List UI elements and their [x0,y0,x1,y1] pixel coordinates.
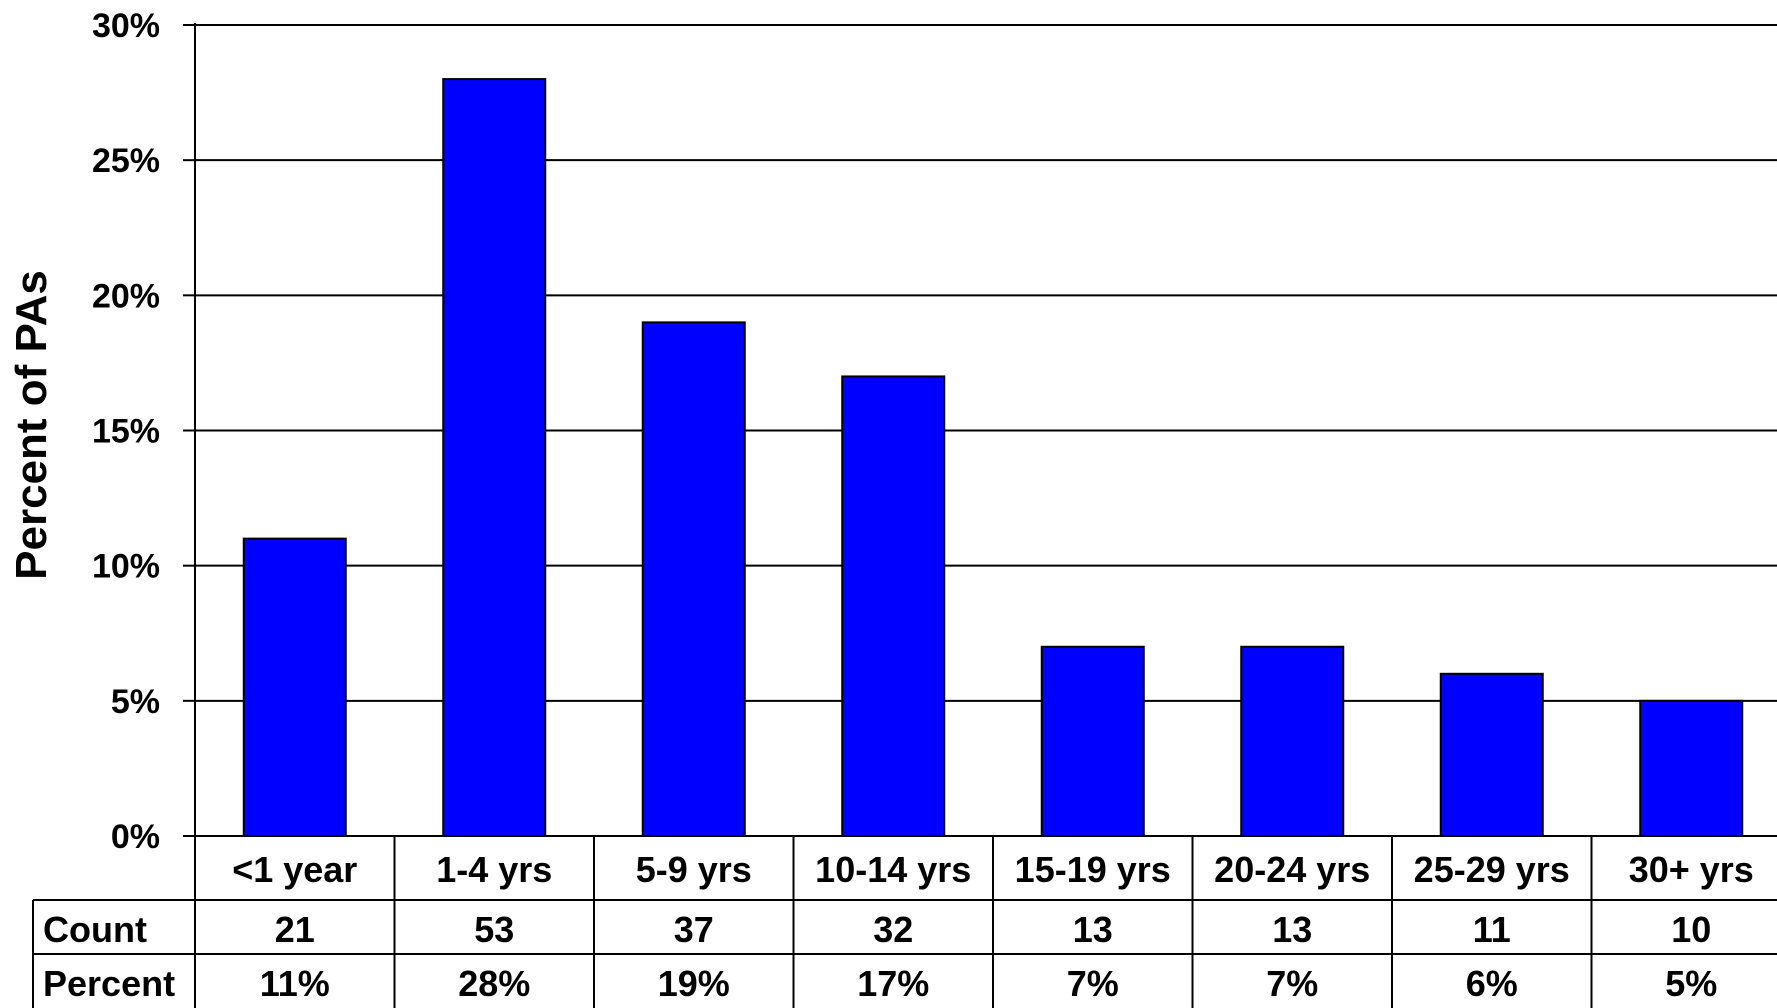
category-label: 1-4 yrs [436,849,552,890]
table-cell: 11 [1473,909,1511,950]
y-tick-label: 25% [92,142,160,180]
gridlines [195,24,1777,702]
category-label: 30+ yrs [1629,849,1754,890]
data-table: <1 year 1-4 yrs 5-9 yrs 10-14 yrs 15-19 yrs 2… [32,836,1777,1008]
table-row-label: Count [43,909,147,950]
category-label: 25-29 yrs [1414,849,1570,890]
table-cell: 13 [1272,909,1312,950]
table-cell: 37 [674,909,714,950]
y-tick-label: 10% [92,548,160,586]
bar [442,78,547,838]
y-tick-label: 20% [92,277,160,315]
table-cell: 10 [1671,909,1711,950]
category-label: 10-14 yrs [815,849,971,890]
bar [1240,645,1345,837]
table-cell: 19% [658,963,730,1004]
bar [1639,699,1744,837]
category-label: 5-9 yrs [636,849,752,890]
table-cell: 7% [1067,963,1119,1004]
y-tick-label: 15% [92,413,160,451]
bar [841,375,946,837]
table-cell: 11% [260,963,330,1004]
category-label: 15-19 yrs [1015,849,1171,890]
table-cell: 28% [458,963,530,1004]
axes: 0% 5% 10% 15% 20% 25% 30% [92,7,1777,1008]
table-cell: 7% [1266,963,1318,1004]
bar [641,321,746,838]
table-cell: 21 [275,909,315,950]
bar [1040,645,1145,837]
table-cell: 17% [857,963,929,1004]
table-row-label: Percent [43,963,175,1004]
table-cell: 5% [1665,963,1717,1004]
bar [1439,672,1544,837]
category-label: 20-24 yrs [1214,849,1370,890]
table-cell: 32 [873,909,913,950]
category-label: <1 year [232,849,357,890]
table-cell: 53 [474,909,514,950]
bars [242,78,1744,838]
bar [242,537,347,838]
y-tick-label: 0% [111,818,160,856]
table-cell: 6% [1466,963,1518,1004]
y-axis-label: Percent of PAs [7,270,56,580]
y-tick-label: 30% [92,7,160,45]
table-cell: 13 [1073,909,1113,950]
y-tick-label: 5% [111,683,160,721]
